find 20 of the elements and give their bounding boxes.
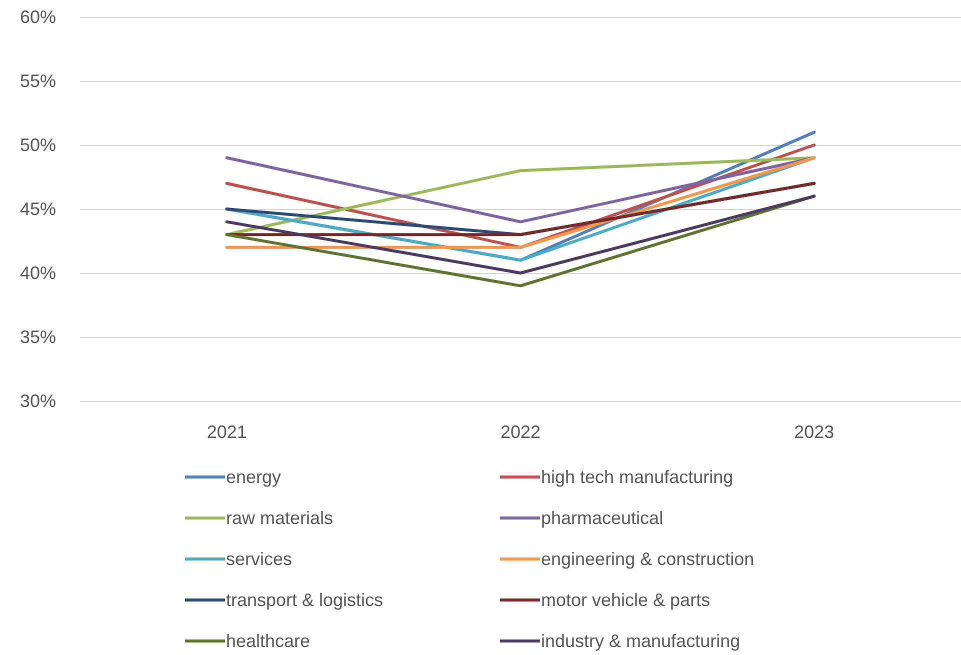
legend-label: energy (226, 467, 282, 487)
legend-label: raw materials (226, 508, 334, 528)
legend-label: transport & logistics (226, 590, 384, 610)
y-tick-label: 55% (20, 71, 56, 91)
legend-label: industry & manufacturing (541, 631, 740, 651)
legend-label: engineering & construction (541, 549, 754, 569)
y-tick-label: 35% (20, 327, 56, 347)
legend-label: services (226, 549, 292, 569)
legend-label: motor vehicle & parts (541, 590, 710, 610)
x-tick-label: 2021 (206, 422, 247, 442)
y-tick-label: 45% (20, 199, 56, 219)
legend-label: pharmaceutical (541, 508, 664, 528)
x-tick-label: 2023 (794, 422, 834, 442)
legend-label: high tech manufacturing (541, 467, 734, 487)
y-tick-label: 40% (20, 263, 56, 283)
legend-label: healthcare (226, 631, 310, 651)
y-tick-label: 50% (20, 135, 56, 155)
y-tick-label: 60% (20, 7, 56, 27)
y-tick-label: 30% (20, 391, 56, 411)
x-tick-label: 2022 (500, 422, 541, 442)
